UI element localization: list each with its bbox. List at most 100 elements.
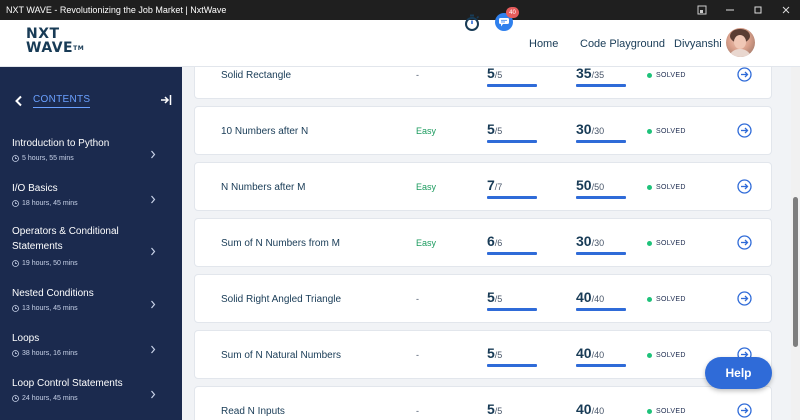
minimize-icon[interactable] (716, 0, 744, 20)
arrow-right-circle-icon[interactable] (737, 123, 752, 143)
problem-difficulty: Easy (416, 182, 437, 192)
points-progress-bar (576, 308, 626, 311)
collapse-sidebar-icon[interactable] (160, 93, 172, 111)
chevron-right-icon (150, 243, 156, 261)
problem-score: 5/5 (487, 289, 503, 305)
status-badge: SOLVED (647, 352, 686, 359)
arrow-right-circle-icon[interactable] (737, 179, 752, 199)
problem-name: Sum of N Numbers from M (221, 238, 340, 249)
points-progress-bar (576, 364, 626, 367)
problem-score: 6/6 (487, 233, 503, 249)
points-progress-bar (576, 252, 626, 255)
problem-name: Solid Right Angled Triangle (221, 294, 342, 305)
problem-points: 35/35 (576, 67, 605, 81)
problem-row[interactable]: N Numbers after M Easy 7/7 50/50 SOLVED (194, 162, 772, 211)
status-badge: SOLVED (647, 240, 686, 247)
score-progress-bar (487, 308, 537, 311)
sidebar-item-label: I/O Basics (12, 183, 58, 194)
scrollbar-thumb[interactable] (793, 197, 798, 347)
chevron-right-icon (150, 341, 156, 359)
problem-points: 40/40 (576, 401, 605, 417)
sidebar-item-duration: 13 hours, 45 mins (12, 305, 78, 312)
status-badge: SOLVED (647, 408, 686, 415)
chevron-right-icon (150, 146, 156, 164)
problem-score: 5/5 (487, 345, 503, 361)
status-badge: SOLVED (647, 72, 686, 79)
course-sidebar: CONTENTS Introduction to Python 5 hours,… (0, 67, 182, 420)
window-title: NXT WAVE - Revolutionizing the Job Marke… (6, 5, 227, 15)
problem-difficulty: Easy (416, 126, 437, 136)
clock-icon (12, 155, 19, 162)
page-scrollbar[interactable] (791, 67, 800, 420)
clock-icon (12, 305, 19, 312)
problem-row[interactable]: 10 Numbers after N Easy 5/5 30/30 SOLVED (194, 106, 772, 155)
problem-name: Sum of N Natural Numbers (221, 350, 342, 361)
sidebar-item-io-basics[interactable]: I/O Basics 18 hours, 45 mins (0, 178, 182, 216)
sidebar-item-introduction-to-python[interactable]: Introduction to Python 5 hours, 55 mins (0, 133, 182, 171)
sidebar-item-duration: 18 hours, 45 mins (12, 200, 78, 207)
score-progress-bar (487, 196, 537, 199)
problem-row[interactable]: Solid Rectangle - 5/5 35/35 SOLVED (194, 67, 772, 99)
chevron-right-icon (150, 191, 156, 209)
problem-points: 50/50 (576, 177, 605, 193)
score-progress-bar (487, 364, 537, 367)
chevron-right-icon (150, 386, 156, 404)
clock-icon (12, 395, 19, 402)
problem-points: 40/40 (576, 345, 605, 361)
problem-row[interactable]: Sum of N Natural Numbers - 5/5 40/40 SOL… (194, 330, 772, 379)
problem-difficulty: - (416, 406, 419, 416)
sidebar-item-duration: 5 hours, 55 mins (12, 155, 74, 162)
arrow-right-circle-icon[interactable] (737, 291, 752, 311)
status-badge: SOLVED (647, 184, 686, 191)
window-titlebar: NXT WAVE - Revolutionizing the Job Marke… (0, 0, 800, 20)
sidebar-header: CONTENTS (0, 67, 182, 130)
sidebar-item-nested-conditions[interactable]: Nested Conditions 13 hours, 45 mins (0, 283, 182, 321)
nav-code-playground-link[interactable]: Code Playground (580, 38, 666, 50)
score-progress-bar (487, 252, 537, 255)
notification-badge: 40 (506, 7, 519, 18)
arrow-right-circle-icon[interactable] (737, 403, 752, 420)
logo-line-2: WAVE (26, 40, 74, 56)
maximize-icon[interactable] (744, 0, 772, 20)
clock-icon (12, 200, 19, 207)
problem-row[interactable]: Solid Right Angled Triangle - 5/5 40/40 … (194, 274, 772, 323)
problem-row[interactable]: Sum of N Numbers from M Easy 6/6 30/30 S… (194, 218, 772, 267)
sidebar-item-duration: 24 hours, 45 mins (12, 395, 78, 402)
points-progress-bar (576, 196, 626, 199)
status-badge: SOLVED (647, 296, 686, 303)
chevron-right-icon (150, 296, 156, 314)
logo-tm: TM (73, 45, 85, 52)
clock-icon (12, 350, 19, 357)
stopwatch-icon[interactable] (464, 14, 480, 36)
avatar[interactable] (726, 28, 755, 57)
nxtwave-logo[interactable]: NXT WAVETM (26, 27, 86, 60)
sidebar-item-loops[interactable]: Loops 38 hours, 16 mins (0, 328, 182, 366)
chevron-left-icon[interactable] (14, 94, 24, 112)
sidebar-item-label: Operators & Conditional Statements (12, 226, 119, 252)
problem-name: Read N Inputs (221, 406, 285, 417)
nav-home-link[interactable]: Home (529, 38, 559, 50)
sidebar-item-operators-conditional-statements[interactable]: Operators & Conditional Statements 19 ho… (0, 223, 182, 273)
user-name[interactable]: Divyanshi (674, 38, 722, 50)
problem-difficulty: Easy (416, 238, 437, 248)
points-progress-bar (576, 140, 626, 143)
problem-row[interactable]: Read N Inputs - 5/5 40/40 SOLVED (194, 386, 772, 420)
sidebar-item-duration: 19 hours, 50 mins (12, 260, 78, 267)
problem-name: N Numbers after M (221, 182, 306, 193)
problem-points: 30/30 (576, 121, 605, 137)
problem-difficulty: - (416, 350, 419, 360)
help-button[interactable]: Help (705, 357, 772, 389)
arrow-right-circle-icon[interactable] (737, 67, 752, 87)
clock-icon (12, 260, 19, 267)
problem-score: 5/5 (487, 121, 503, 137)
sidebar-item-loop-control-statements[interactable]: Loop Control Statements 24 hours, 45 min… (0, 373, 182, 411)
status-badge: SOLVED (647, 128, 686, 135)
problem-score: 5/5 (487, 67, 503, 81)
score-progress-bar (487, 140, 537, 143)
sidebar-title[interactable]: CONTENTS (33, 94, 91, 108)
snap-icon[interactable] (688, 0, 716, 20)
arrow-right-circle-icon[interactable] (737, 235, 752, 255)
top-header: NXT WAVETM (0, 20, 800, 67)
close-icon[interactable] (772, 0, 800, 20)
problem-score: 7/7 (487, 177, 503, 193)
